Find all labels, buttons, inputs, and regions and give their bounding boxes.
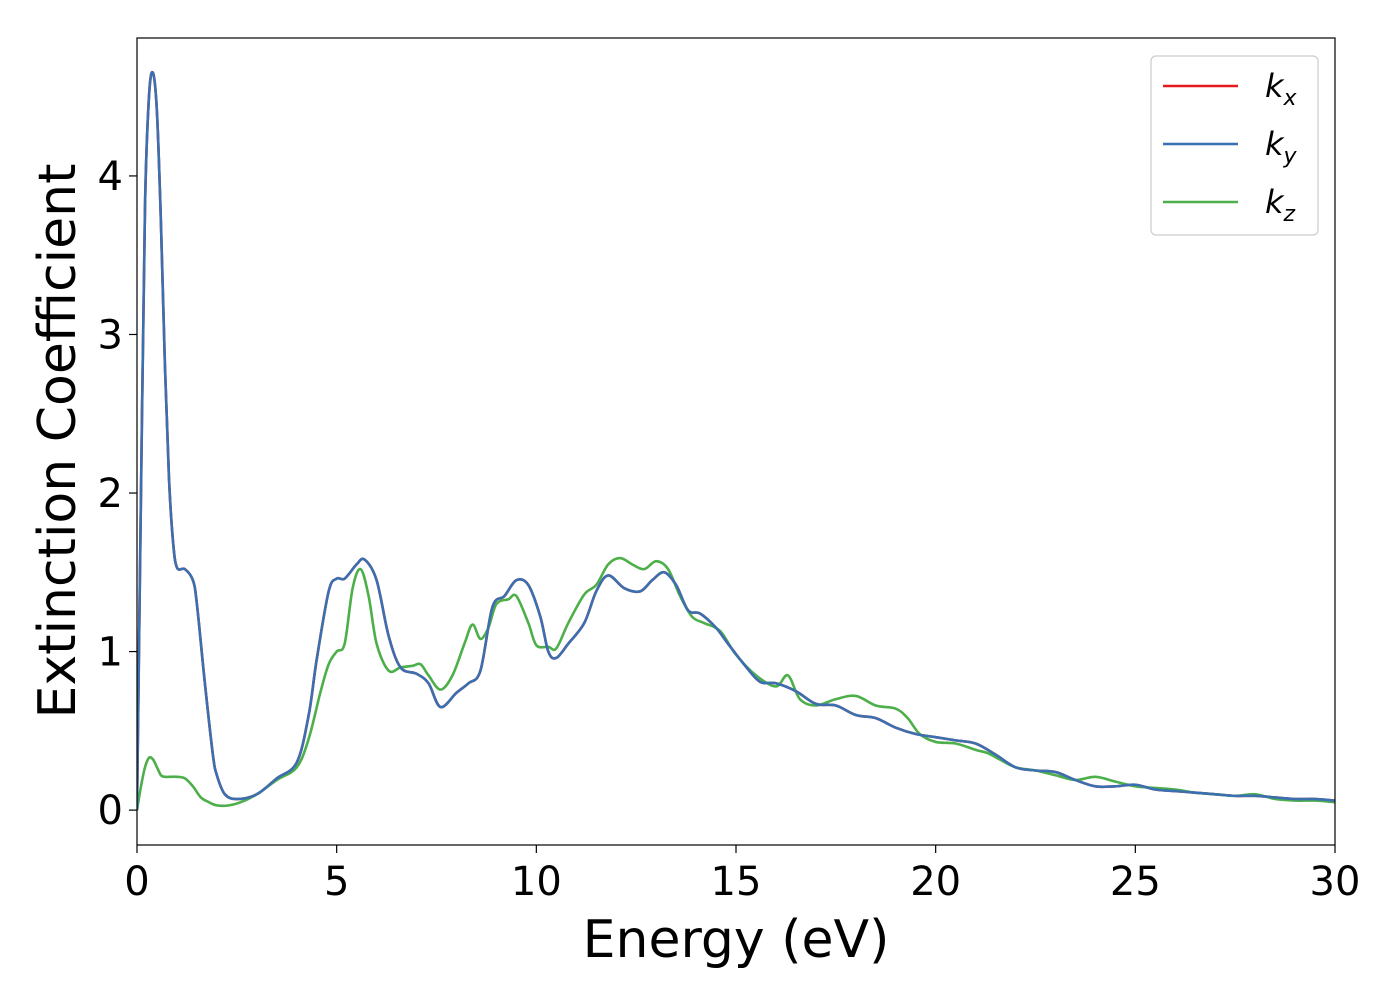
y-tick-label: 4 xyxy=(98,154,123,200)
x-tick-label: 15 xyxy=(711,859,762,905)
y-tick-label: 2 xyxy=(98,471,123,517)
x-tick-label: 5 xyxy=(324,859,349,905)
x-tick-label: 25 xyxy=(1110,859,1161,905)
legend-label-z: kz xyxy=(1265,183,1296,227)
series-layer xyxy=(137,70,1335,811)
y-tick-label: 3 xyxy=(98,312,123,358)
series-line-y xyxy=(137,70,1335,811)
x-tick-label: 20 xyxy=(910,859,961,905)
legend: kx ky kz xyxy=(1150,55,1319,236)
legend-label-y: ky xyxy=(1265,125,1298,169)
y-axis-label: Extinction Coefficient xyxy=(28,164,88,719)
legend-box xyxy=(1150,55,1319,236)
x-axis: 0 5 10 15 20 25 30 xyxy=(124,845,1360,905)
y-axis: 0 1 2 3 4 xyxy=(98,154,137,834)
x-tick-label: 10 xyxy=(511,859,562,905)
y-tick-label: 1 xyxy=(98,630,123,676)
x-tick-label: 0 xyxy=(124,859,149,905)
x-axis-label: Energy (eV) xyxy=(583,910,890,970)
x-tick-label: 30 xyxy=(1310,859,1361,905)
legend-label-x: kx xyxy=(1265,67,1298,111)
y-tick-label: 0 xyxy=(98,788,123,834)
